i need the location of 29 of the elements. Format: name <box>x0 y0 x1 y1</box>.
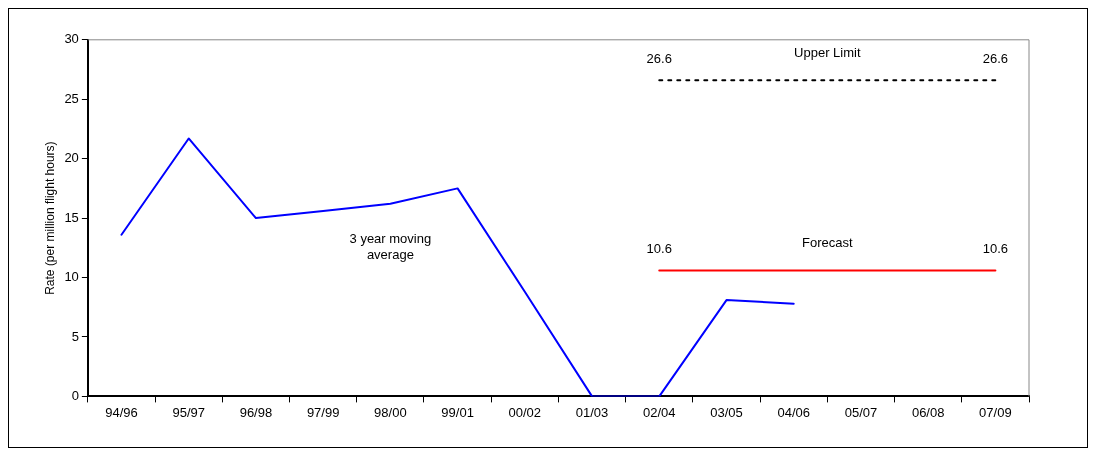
x-tick-label: 95/97 <box>172 404 205 420</box>
y-tick-label: 25 <box>64 90 79 106</box>
y-tick-label: 0 <box>71 387 79 403</box>
x-tick-label: 96/98 <box>239 404 273 420</box>
data-label: 10.6 <box>646 241 672 257</box>
y-tick-label: 20 <box>64 150 79 166</box>
x-tick-label: 00/02 <box>508 404 542 420</box>
x-tick-label: 02/04 <box>642 404 676 420</box>
x-tick-label: 07/09 <box>979 404 1012 420</box>
y-tick-label: 15 <box>64 209 79 225</box>
x-tick-label: 99/01 <box>441 404 474 420</box>
x-tick-label: 04/06 <box>777 404 810 420</box>
series-label: 3 year moving average <box>349 230 432 262</box>
x-tick-label: 06/08 <box>911 404 945 420</box>
x-tick-label: 05/07 <box>844 404 878 420</box>
data-label: 10.6 <box>982 241 1009 257</box>
x-tick-label: 01/03 <box>575 404 609 420</box>
data-label: 26.6 <box>982 51 1009 67</box>
y-axis-title: Rate (per million flight hours) <box>42 141 57 295</box>
y-tick-label: 10 <box>64 269 79 285</box>
y-tick-label: 5 <box>71 328 79 344</box>
x-tick-label: 94/96 <box>105 404 138 420</box>
series-label: Upper Limit <box>794 45 861 61</box>
data-label: 26.6 <box>646 51 672 67</box>
x-tick-label: 98/00 <box>374 404 407 420</box>
x-tick-label: 97/99 <box>306 404 340 420</box>
series-label: Forecast <box>802 235 853 251</box>
y-tick-label: 30 <box>64 31 79 47</box>
x-tick-label: 03/05 <box>710 404 743 420</box>
